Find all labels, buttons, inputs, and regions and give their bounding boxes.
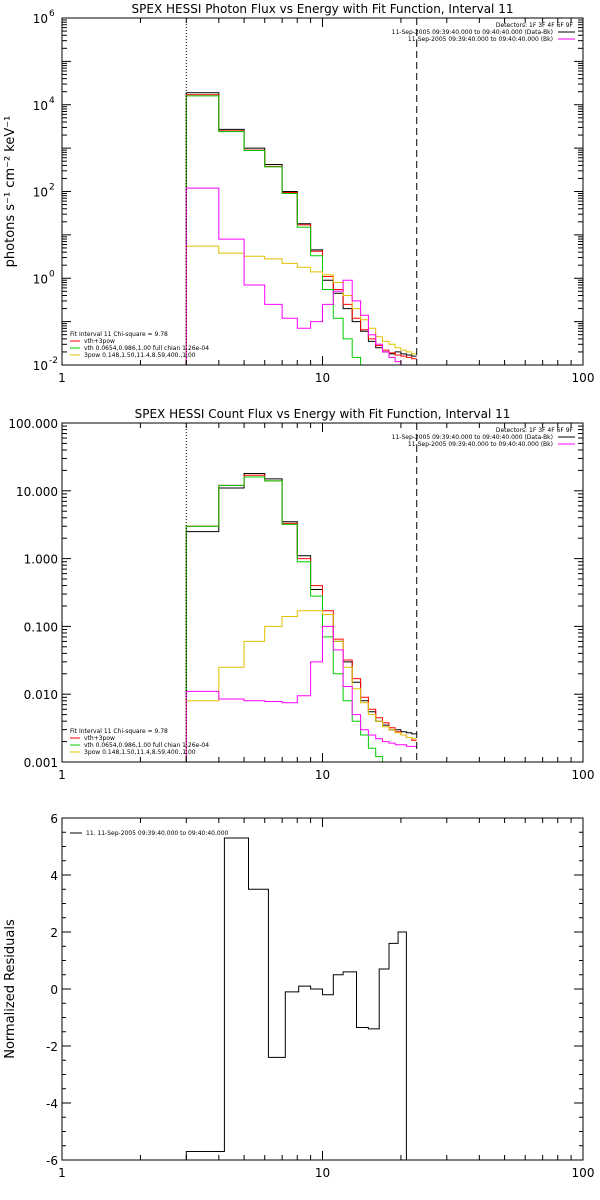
x-tick-label: 100 (572, 768, 595, 782)
info-line: 11-Sep-2005 09:39:40.000 to 09:40:40.000… (408, 441, 553, 448)
y-tick-label: 10 (33, 99, 48, 113)
y-axis-label: Normalized Residuals (3, 919, 18, 1059)
series-2-line (185, 474, 417, 762)
y-tick-label: 1.000 (24, 553, 58, 567)
series-group (185, 473, 417, 762)
y-tick-base: 10 (33, 272, 48, 286)
panel-1: SPEX HESSI Photon Flux vs Energy with Fi… (3, 2, 595, 385)
y-tick-base: 10 (33, 186, 48, 200)
series-1-line (185, 92, 417, 365)
series-3-line (185, 476, 383, 762)
y-tick-label: 10 (33, 359, 48, 373)
chart-title: SPEX HESSI Photon Flux vs Energy with Fi… (132, 2, 514, 16)
series-3-line (185, 95, 369, 365)
legend-entry: vth+3pow (84, 735, 115, 742)
chart-title: SPEX HESSI Count Flux vs Energy with Fit… (135, 407, 511, 421)
x-tick-label: 10 (315, 768, 330, 782)
series-5-line (185, 187, 407, 365)
y-tick-label: -2 (46, 1040, 58, 1054)
legend-entry: 3pow 0.148,1.50,11.4,8.59,400.,1.00 (84, 352, 196, 359)
x-tick-label: 10 (315, 1166, 330, 1180)
y-tick-exponent: 0 (49, 269, 55, 279)
series-5-line (185, 625, 417, 762)
y-tick-label: -4 (46, 1097, 58, 1111)
y-tick-label: 10 (33, 12, 48, 26)
legend-entry: vth 0.0654,0.986,1.00 full chian 1.26e-0… (84, 345, 209, 352)
x-tick-label: 10 (315, 371, 330, 385)
y-tick-base: 10 (33, 99, 48, 113)
y-tick-label: 6 (50, 812, 58, 826)
info-line: 11-Sep-2005 09:39:40.000 to 09:40:40.000… (392, 29, 553, 36)
info-line: 11-Sep-2005 09:39:40.000 to 09:40:40.000… (392, 434, 553, 441)
info-line: Detectors: 1F 3F 4F 6F 9F (496, 427, 574, 434)
y-tick-label: -6 (46, 1154, 58, 1168)
x-tick-label: 100 (572, 1166, 595, 1180)
series-4-line (185, 610, 417, 762)
y-tick-label: 0.010 (24, 688, 58, 702)
y-axis-label: photons s⁻¹ cm⁻² keV⁻¹ (3, 116, 18, 268)
y-tick-label: 10 (33, 186, 48, 200)
series-group (185, 837, 416, 1160)
legend-entry: Fit Interval 11 Chi-square = 9.78 (70, 331, 168, 338)
legend-entry: Fit Interval 11 Chi-square = 9.78 (70, 728, 168, 735)
y-tick-label: 0.001 (24, 756, 58, 770)
y-tick-exponent: 6 (49, 9, 55, 19)
series-1-line (185, 837, 416, 1160)
y-tick-label: 10.000 (16, 485, 58, 499)
y-tick-label: 100.000 (8, 417, 58, 431)
x-tick-label: 1 (58, 768, 66, 782)
y-tick-exponent: 2 (49, 183, 55, 193)
y-tick-label: 2 (50, 926, 58, 940)
legend-entry: vth 0.0654,0.986,1.00 full chian 1.26e-0… (84, 742, 209, 749)
legend-entry: 3pow 0.148,1.50,11.4,8.59,400.,1.00 (84, 749, 196, 756)
y-tick-label: 0.100 (24, 620, 58, 634)
info-line: Detectors: 1F 3F 4F 6F 9F (496, 22, 574, 29)
y-tick-exponent: 4 (49, 96, 55, 106)
y-tick-base: 10 (33, 12, 48, 26)
x-tick-label: 1 (58, 371, 66, 385)
legend-entry: 11. 11-Sep-2005 09:39:40.000 to 09:40:40… (86, 830, 229, 837)
series-group (185, 92, 417, 365)
x-tick-label: 100 (572, 371, 595, 385)
series-2-line (185, 94, 417, 365)
y-tick-label: 10 (33, 272, 48, 286)
panel-3: 1 10 100 -6 -4 -2 0 2 4 6 Normalized Residuals 11. … (3, 812, 594, 1180)
panel-2: SPEX HESSI Count Flux vs Energy with Fit… (8, 407, 594, 782)
y-tick-label: 0 (50, 983, 58, 997)
y-tick-exponent: -2 (49, 356, 58, 366)
info-line: 11-Sep-2005 09:39:40.000 to 09:40:40.000… (408, 36, 553, 43)
legend-entry: vth+3pow (84, 338, 115, 345)
y-tick-label: 4 (50, 869, 58, 883)
x-tick-label: 1 (58, 1166, 66, 1180)
y-tick-base: 10 (33, 359, 48, 373)
